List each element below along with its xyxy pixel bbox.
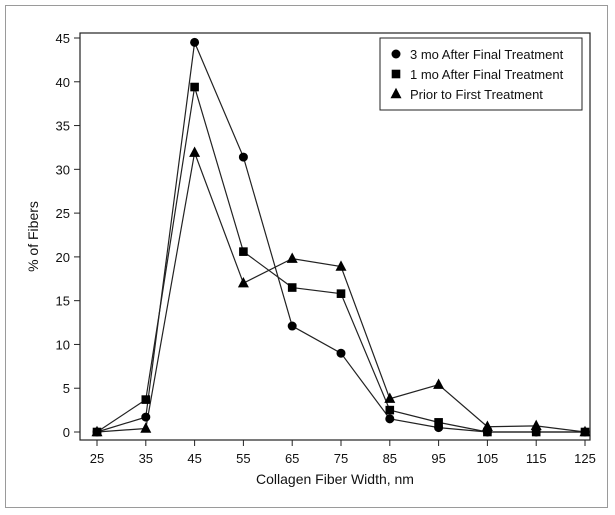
legend-entry: 1 mo After Final Treatment: [391, 67, 564, 82]
y-tick-label: 0: [63, 425, 70, 440]
series-line: [96, 86, 585, 433]
x-tick-label: 25: [90, 451, 104, 466]
data-point-triangle: [140, 422, 152, 433]
data-point-circle: [287, 321, 297, 331]
data-point-triangle: [335, 260, 347, 271]
y-tick-label: 20: [56, 250, 70, 265]
legend-marker-triangle: [390, 87, 402, 99]
data-point-triangle: [384, 392, 396, 403]
y-tick-label: 5: [63, 381, 70, 396]
y-tick-label: 30: [56, 162, 70, 177]
data-point-triangle: [91, 425, 103, 437]
legend-marker-square: [391, 69, 401, 79]
y-tick-label: 25: [56, 206, 70, 221]
data-point-triangle: [579, 425, 591, 437]
data-point-square: [483, 427, 492, 437]
data-point-square: [190, 82, 199, 92]
data-point-triangle: [237, 276, 249, 288]
x-tick-label: 55: [236, 451, 250, 466]
y-tick-label: 15: [56, 294, 70, 309]
legend: 3 mo After Final Treatment 1 mo After Fi…: [379, 37, 583, 111]
y-tick-label: 40: [56, 75, 70, 90]
data-point-circle: [336, 348, 346, 358]
data-point-square: [239, 247, 248, 256]
x-tick-label: 115: [526, 451, 547, 466]
x-tick-label: 85: [383, 451, 397, 466]
data-point-circle: [190, 37, 200, 47]
y-axis-title: % of Fibers: [25, 201, 41, 272]
y-tick-label: 35: [56, 119, 70, 134]
data-point-triangle: [481, 420, 493, 431]
data-point-circle: [238, 152, 248, 162]
data-point-square: [531, 427, 541, 437]
x-tick-label: 95: [431, 451, 445, 466]
data-point-square: [336, 289, 346, 298]
legend-label: Prior to First Treatment: [410, 87, 543, 102]
legend-entry: Prior to First Treatment: [390, 87, 543, 102]
data-point-square: [141, 395, 151, 404]
data-point-square: [287, 283, 297, 292]
data-point-circle: [141, 412, 151, 422]
x-tick-label: 125: [574, 451, 596, 466]
legend-marker-circle: [391, 49, 401, 59]
data-point-square: [434, 418, 443, 427]
x-tick-label: 75: [334, 451, 348, 466]
legend-label: 1 mo After Final Treatment: [410, 67, 564, 82]
y-tick-label: 45: [56, 31, 70, 46]
data-point-triangle: [530, 419, 542, 431]
x-tick-label: 105: [477, 451, 499, 466]
legend-entry: 3 mo After Final Treatment: [391, 47, 564, 62]
data-point-square: [385, 405, 395, 415]
plot-area-border: [79, 32, 591, 441]
x-tick-label: 35: [139, 451, 153, 466]
data-point-triangle: [286, 252, 298, 263]
x-axis-title: Collagen Fiber Width, nm: [256, 471, 414, 487]
data-point-triangle: [189, 146, 201, 157]
axes: 25 35 45 55 65 75 85 95 105 115 125 0 5 10 15 20 25 30 35 4…: [56, 31, 596, 466]
legend-box: [379, 37, 583, 111]
x-tick-label: 65: [285, 451, 299, 466]
data-point-triangle: [433, 378, 445, 389]
series-markers: [91, 37, 591, 437]
data-point-circle: [385, 414, 395, 424]
legend-label: 3 mo After Final Treatment: [410, 47, 564, 62]
y-tick-label: 10: [56, 337, 70, 352]
x-tick-label: 45: [187, 451, 201, 466]
